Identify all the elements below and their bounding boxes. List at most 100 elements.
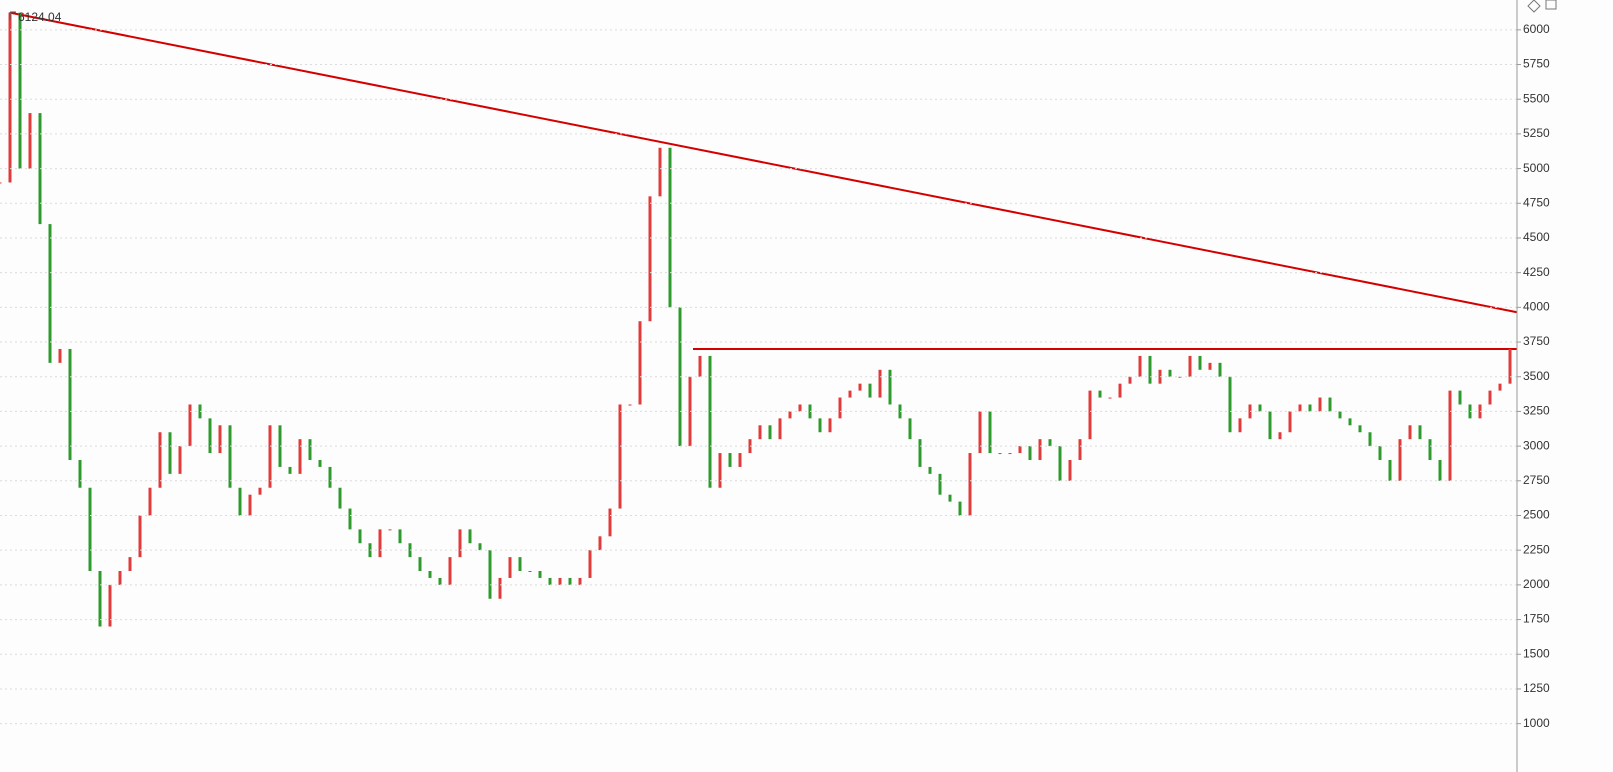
candle xyxy=(788,411,792,419)
y-tick-label: 1000 xyxy=(1523,716,1550,730)
candle xyxy=(378,529,382,558)
candle xyxy=(568,577,572,585)
y-tick-label: 3750 xyxy=(1523,334,1550,348)
candle xyxy=(248,494,252,516)
candle xyxy=(288,466,292,474)
y-tick-label: 4500 xyxy=(1523,230,1550,244)
candle xyxy=(1108,397,1112,399)
candle xyxy=(158,432,162,488)
candle xyxy=(208,418,212,454)
candle xyxy=(1448,390,1452,481)
candle xyxy=(878,369,882,398)
candle xyxy=(238,487,242,516)
candle xyxy=(1048,439,1052,447)
candle xyxy=(528,570,532,572)
candle xyxy=(1268,411,1272,440)
candle xyxy=(1388,459,1392,481)
candle xyxy=(698,355,702,377)
candle xyxy=(348,508,352,530)
candle xyxy=(1078,439,1082,460)
candle xyxy=(948,494,952,502)
lock-icon[interactable] xyxy=(1545,0,1557,10)
candle xyxy=(708,355,712,488)
y-tick-label: 3250 xyxy=(1523,404,1550,418)
candle xyxy=(848,390,852,398)
candle xyxy=(998,453,1002,455)
candle xyxy=(978,411,982,454)
candle xyxy=(1338,411,1342,419)
candle xyxy=(1028,446,1032,460)
candle xyxy=(448,557,452,585)
candle xyxy=(1128,376,1132,384)
candle xyxy=(1408,425,1412,440)
candle xyxy=(1098,390,1102,398)
candle xyxy=(908,418,912,440)
candle xyxy=(1218,362,1222,377)
candle xyxy=(608,508,612,537)
candle xyxy=(1138,355,1142,377)
candle xyxy=(1418,425,1422,440)
candle xyxy=(888,369,892,405)
candle xyxy=(728,453,732,467)
toolbar-icons[interactable] xyxy=(1527,0,1557,13)
y-tick-label: 1750 xyxy=(1523,612,1550,626)
candle xyxy=(818,418,822,433)
candle xyxy=(1208,362,1212,370)
candle xyxy=(1298,404,1302,412)
candle xyxy=(1188,355,1192,377)
candle xyxy=(1348,418,1352,426)
trendline xyxy=(9,11,1518,314)
candle xyxy=(1318,397,1322,412)
candle xyxy=(938,473,942,495)
candle xyxy=(1018,446,1022,454)
candle xyxy=(508,557,512,578)
candle xyxy=(1428,439,1432,460)
candle xyxy=(178,446,182,474)
candle xyxy=(838,397,842,419)
candle xyxy=(218,425,222,454)
candle xyxy=(918,439,922,467)
candle xyxy=(108,584,112,627)
candle xyxy=(858,383,862,391)
candle xyxy=(118,570,122,585)
y-tick-label: 2750 xyxy=(1523,473,1550,487)
candle xyxy=(188,404,192,447)
candle xyxy=(388,529,392,531)
candle xyxy=(68,348,72,460)
candle xyxy=(968,453,972,516)
candle xyxy=(98,570,102,627)
candle xyxy=(598,536,602,551)
y-tick-label: 4000 xyxy=(1523,300,1550,314)
candle xyxy=(338,487,342,509)
candle xyxy=(1168,369,1172,377)
candle xyxy=(638,321,642,405)
candle xyxy=(1308,404,1312,412)
candle xyxy=(228,425,232,488)
candle xyxy=(258,487,262,495)
candle xyxy=(478,543,482,551)
candle xyxy=(308,439,312,460)
y-tick-label: 4250 xyxy=(1523,265,1550,279)
candle xyxy=(0,182,2,184)
candle xyxy=(1198,355,1202,370)
candle xyxy=(48,224,52,363)
candle xyxy=(1398,439,1402,481)
candle xyxy=(1228,376,1232,433)
y-tick-label: 2250 xyxy=(1523,542,1550,556)
candle xyxy=(798,404,802,412)
y-tick-label: 1500 xyxy=(1523,646,1550,660)
candle xyxy=(618,404,622,509)
peak-marker xyxy=(9,11,16,20)
peak-label: 6124.04 xyxy=(18,10,62,24)
y-tick-label: 5500 xyxy=(1523,91,1550,105)
candle xyxy=(768,425,772,440)
candle xyxy=(538,570,542,578)
candle xyxy=(58,348,62,363)
candle xyxy=(588,550,592,578)
candle xyxy=(1038,439,1042,460)
candle xyxy=(988,411,992,454)
candle xyxy=(498,577,502,599)
y-tick-label: 3000 xyxy=(1523,438,1550,452)
diamond-icon[interactable] xyxy=(1527,0,1541,13)
